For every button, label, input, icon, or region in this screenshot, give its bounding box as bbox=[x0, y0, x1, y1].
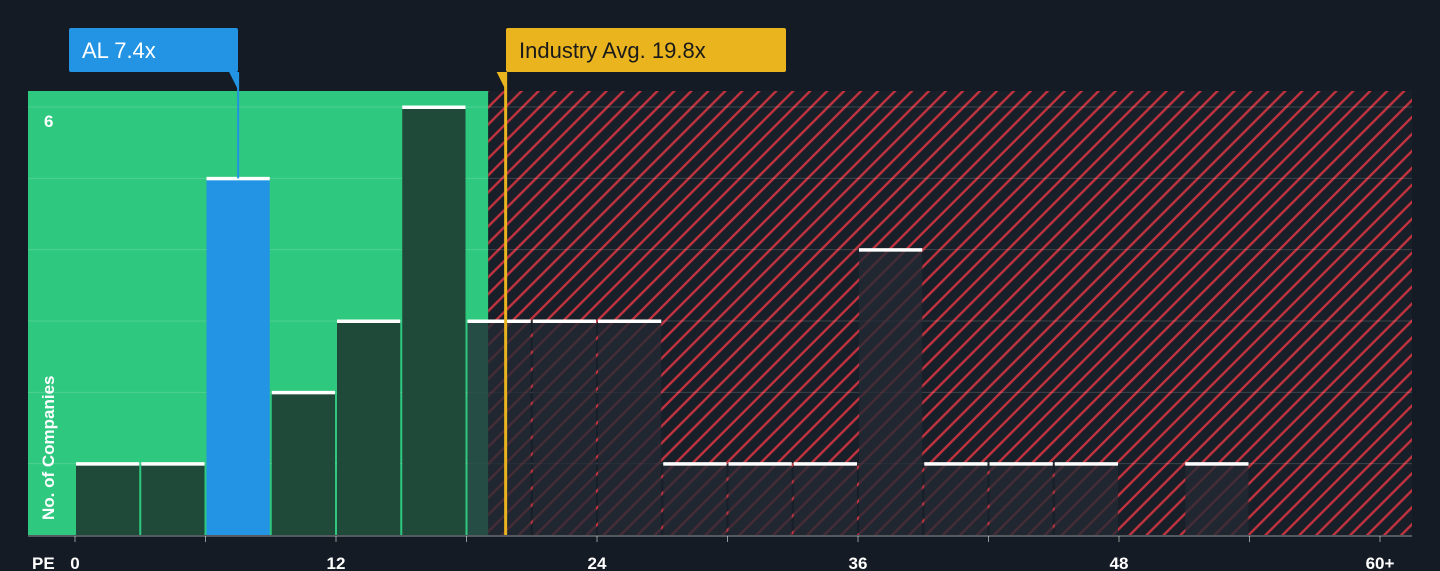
histogram-bar bbox=[402, 107, 466, 535]
bar-cap bbox=[467, 319, 531, 323]
bar-cap bbox=[793, 462, 857, 466]
histogram-bar bbox=[989, 463, 1053, 535]
industry-callout-label: Industry Avg. 19.8x bbox=[519, 38, 706, 63]
histogram-bar bbox=[76, 463, 140, 535]
histogram-bar bbox=[859, 249, 923, 535]
bar-cap bbox=[206, 176, 270, 181]
histogram-bar bbox=[728, 463, 792, 535]
histogram-bar bbox=[663, 463, 727, 535]
bar-cap bbox=[989, 462, 1053, 466]
bar-cap bbox=[532, 319, 596, 323]
histogram-bar bbox=[337, 321, 401, 535]
x-tick-label: 48 bbox=[1110, 554, 1129, 571]
x-axis-label: PE bbox=[32, 554, 55, 571]
industry-callout-box bbox=[506, 28, 786, 72]
bar-cap bbox=[76, 462, 140, 466]
histogram-bar bbox=[598, 321, 662, 535]
bar-cap bbox=[859, 248, 923, 252]
histogram-bar bbox=[206, 178, 270, 536]
x-tick-label: 36 bbox=[849, 554, 868, 571]
histogram-bar bbox=[924, 463, 988, 535]
histogram-bar bbox=[793, 463, 857, 535]
bar-cap bbox=[1185, 462, 1249, 466]
bar-cap bbox=[663, 462, 727, 466]
bar-cap bbox=[924, 462, 988, 466]
x-tick-label: 24 bbox=[588, 554, 607, 571]
histogram-bar bbox=[467, 321, 531, 535]
y-axis-label: No. of Companies bbox=[39, 375, 58, 520]
industry-callout: Industry Avg. 19.8x bbox=[496, 28, 786, 90]
company-callout-box bbox=[69, 28, 238, 72]
x-tick-label: 60+ bbox=[1366, 554, 1395, 571]
company-callout-pointer bbox=[229, 72, 239, 90]
bar-cap bbox=[598, 319, 662, 323]
bar-cap bbox=[271, 390, 335, 395]
x-tick-label: 12 bbox=[327, 554, 346, 571]
x-tick-label: 0 bbox=[70, 554, 79, 571]
histogram-bar bbox=[532, 321, 596, 535]
histogram-bar bbox=[271, 392, 335, 535]
histogram-bar bbox=[141, 463, 205, 535]
histogram-bar bbox=[1054, 463, 1118, 535]
y-tick-label: 6 bbox=[44, 112, 53, 131]
bar-cap bbox=[141, 462, 205, 466]
bar-cap bbox=[728, 462, 792, 466]
company-callout: AL 7.4x bbox=[69, 28, 239, 90]
bar-cap bbox=[337, 319, 401, 323]
bar-cap bbox=[1054, 462, 1118, 466]
company-callout-label: AL 7.4x bbox=[82, 38, 156, 63]
bar-cap bbox=[402, 105, 466, 109]
industry-callout-pointer bbox=[496, 72, 506, 90]
histogram-bar bbox=[1185, 463, 1249, 535]
